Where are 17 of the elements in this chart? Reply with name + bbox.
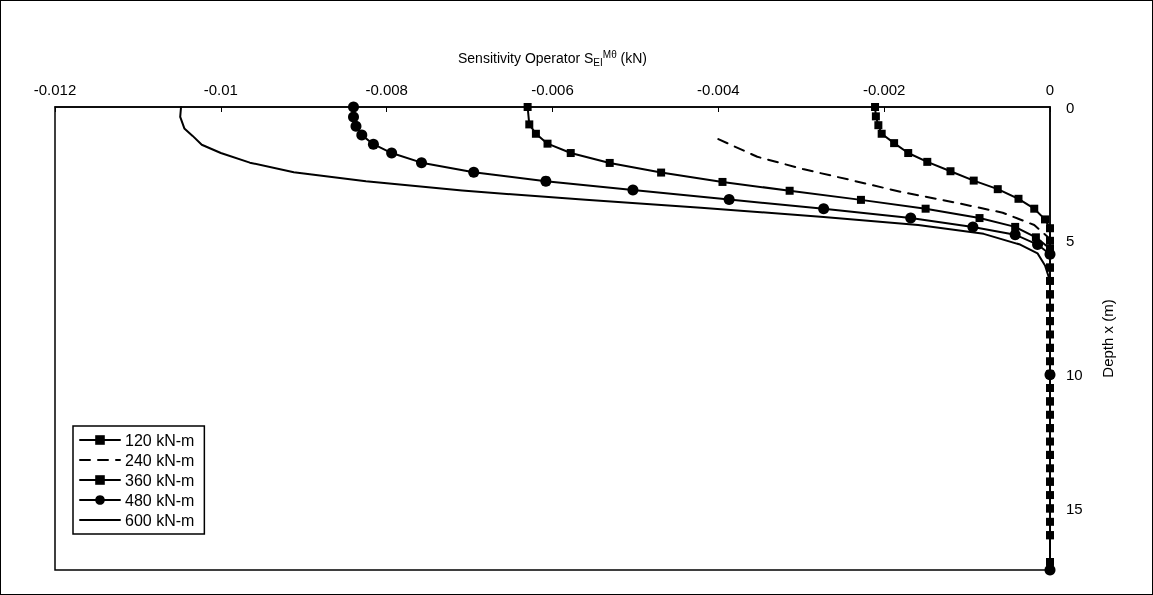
x-tick-label: -0.01 bbox=[203, 81, 238, 98]
legend-label: 120 kN-m bbox=[125, 431, 195, 449]
y-tick-label: 0 bbox=[1066, 98, 1075, 116]
legend-label: 480 kN-m bbox=[125, 491, 195, 509]
x-tick-label: -0.004 bbox=[697, 81, 740, 98]
y-axis-title: Depth x (m) bbox=[1099, 299, 1116, 378]
y-tick-label: 5 bbox=[1066, 232, 1075, 250]
legend-label: 360 kN-m bbox=[125, 471, 195, 489]
legend-label: 240 kN-m bbox=[125, 451, 195, 469]
y-tick-label: 10 bbox=[1066, 366, 1083, 384]
y-tick-label: 15 bbox=[1066, 499, 1083, 517]
legend-label: 600 kN-m bbox=[125, 511, 195, 529]
x-tick-label: -0.008 bbox=[365, 81, 408, 98]
x-tick-label: -0.002 bbox=[862, 81, 906, 98]
x-tick-label: -0.012 bbox=[33, 81, 77, 98]
x-tick-label: 0 bbox=[1045, 81, 1055, 98]
x-tick-label: -0.006 bbox=[531, 81, 574, 98]
